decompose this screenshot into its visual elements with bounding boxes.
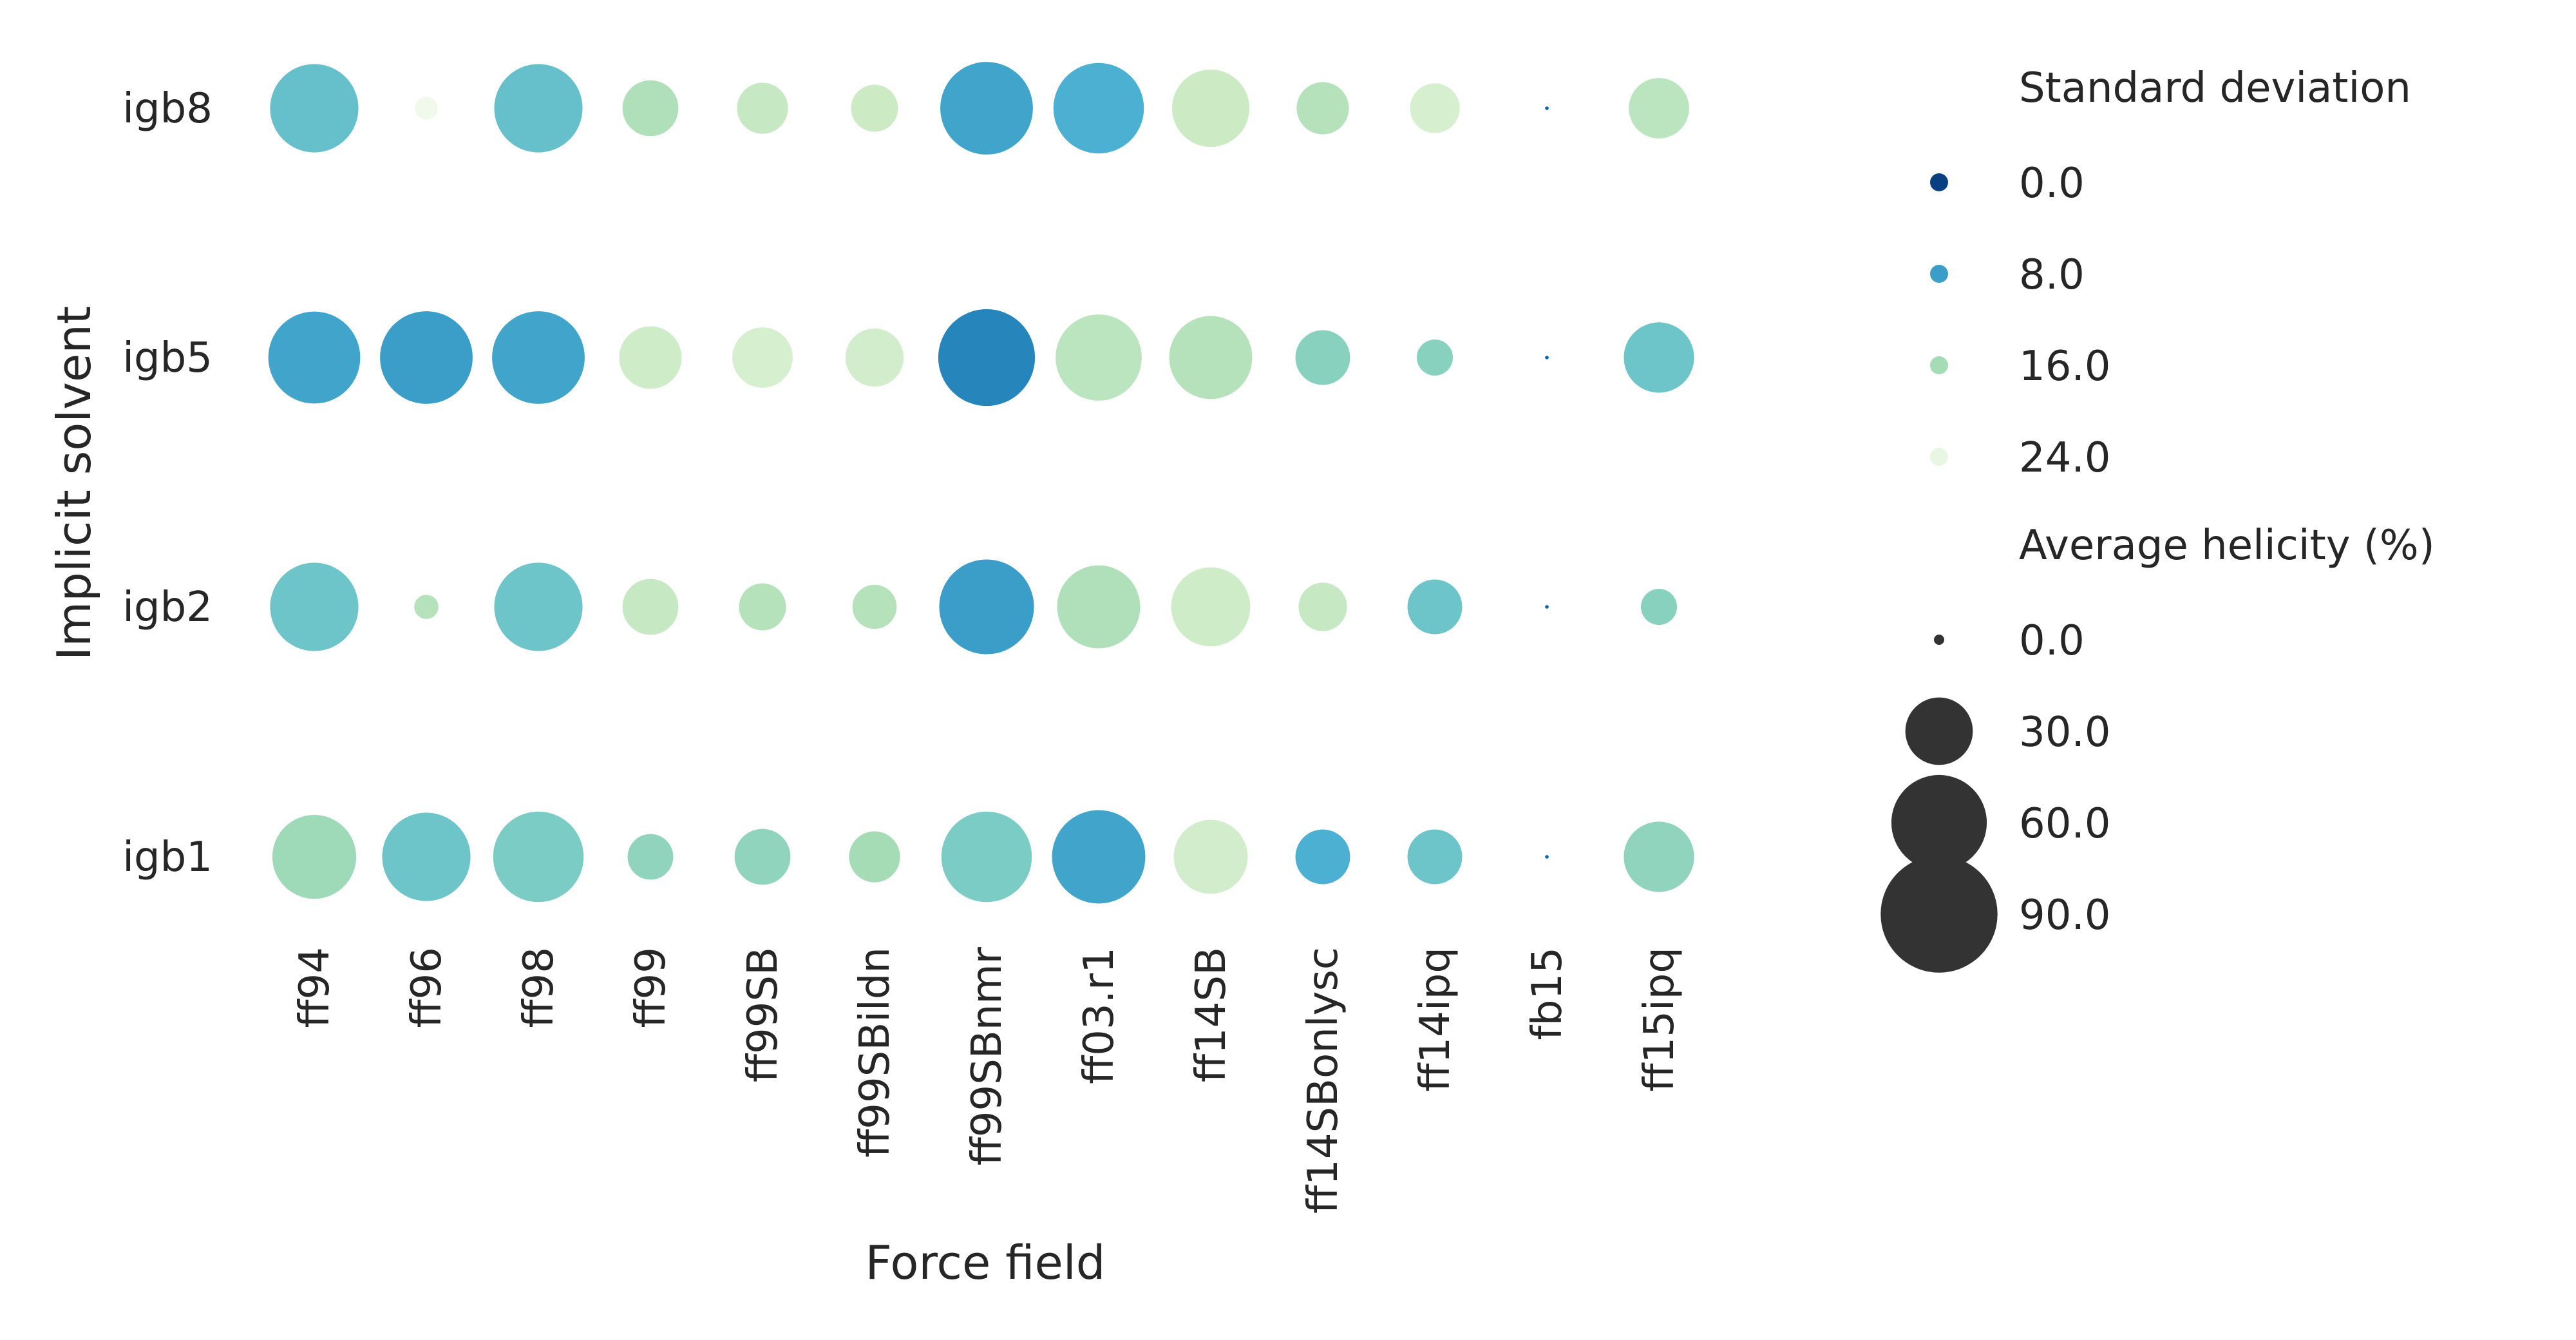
legend-color-marker-8.0 [1930, 265, 1948, 283]
bubble-igb8-ff94 [270, 64, 359, 153]
legend-size-marker-60.0 [1891, 774, 1987, 871]
bubble-igb5-fb15 [1545, 356, 1549, 359]
legend-size-title: Average helicity (%) [2019, 522, 2435, 570]
bubble-igb2-ff03.r1 [1057, 565, 1141, 649]
legend-size-label-0.0: 0.0 [2019, 617, 2085, 665]
x-tick-label-ff14ipq: ff14ipq [1412, 947, 1459, 1092]
x-axis-title: Force field [865, 1236, 1105, 1290]
bubble-igb5-ff98 [492, 311, 585, 404]
legend-size-label-60.0: 60.0 [2019, 800, 2111, 848]
bubble-igb2-ff15ipq [1641, 589, 1677, 625]
bubble-igb1-ff98 [493, 811, 584, 903]
legend-color-marker-24.0 [1930, 448, 1948, 466]
bubble-igb1-ff99SBnmr [941, 811, 1032, 903]
bubble-igb5-ff99SB [732, 327, 793, 388]
legend-color-title: Standard deviation [2019, 64, 2411, 112]
legend-size-entries: 0.0 30.0 60.0 90.0 [1880, 617, 2111, 973]
x-tick-label-ff15ipq: ff15ipq [1636, 947, 1683, 1092]
x-tick-label-ff99SB: ff99SB [739, 947, 787, 1082]
y-tick-label-igb5: igb5 [122, 334, 213, 382]
bubble-igb1-ff96 [382, 812, 471, 901]
plot-area [268, 62, 1694, 904]
y-tick-label-igb1: igb1 [122, 834, 213, 881]
bubble-igb2-ff98 [494, 562, 583, 651]
bubble-igb2-ff96 [414, 595, 439, 619]
x-tick-label-ff14SBonlysc: ff14SBonlysc [1300, 947, 1347, 1214]
y-tick-label-igb2: igb2 [122, 584, 213, 631]
y-tick-label-igb8: igb8 [122, 85, 213, 133]
bubble-igb8-ff14SBonlysc [1296, 82, 1349, 135]
bubble-igb8-ff98 [494, 64, 583, 153]
bubble-igb8-ff99 [622, 80, 679, 137]
bubble-igb2-ff94 [270, 562, 359, 651]
bubble-igb8-fb15 [1545, 106, 1549, 110]
bubble-igb5-ff15ipq [1624, 322, 1694, 393]
x-tick-label-fb15: fb15 [1524, 947, 1571, 1040]
x-tick-label-ff99SBildn: ff99SBildn [851, 947, 899, 1158]
bubble-igb2-ff14SB [1171, 567, 1251, 647]
legend-color-label-8.0: 8.0 [2019, 251, 2085, 299]
legend-color-entries: 0.0 8.0 16.0 24.0 [1930, 160, 2111, 482]
y-axis-title: Implicit solvent [47, 306, 101, 660]
x-tick-label-ff99: ff99 [627, 947, 675, 1028]
bubble-igb1-ff15ipq [1624, 821, 1694, 892]
x-tick-label-ff94: ff94 [291, 947, 339, 1028]
bubble-igb5-ff99 [619, 326, 682, 389]
bubble-igb5-ff96 [380, 311, 473, 404]
bubble-igb8-ff03.r1 [1053, 62, 1144, 154]
bubble-igb8-ff15ipq [1629, 78, 1689, 139]
bubble-igb5-ff99SBildn [845, 328, 904, 387]
legend-color-label-16.0: 16.0 [2019, 343, 2111, 390]
bubble-igb5-ff03.r1 [1056, 314, 1142, 401]
bubble-igb2-ff99 [622, 579, 679, 635]
x-tick-label-ff98: ff98 [515, 947, 563, 1028]
bubble-igb2-fb15 [1545, 605, 1549, 609]
bubble-igb1-ff14SB [1173, 819, 1248, 894]
legend-size-marker-0.0 [1934, 635, 1944, 645]
bubble-igb1-ff99SB [734, 828, 791, 885]
bubble-igb2-ff14SBonlysc [1298, 582, 1347, 631]
legend: Standard deviation Average helicity (%) … [1880, 64, 2435, 973]
legend-size-marker-90.0 [1880, 856, 1998, 973]
bubble-igb1-ff99SBildn [849, 831, 900, 883]
bubble-igb2-ff99SB [739, 583, 786, 631]
bubble-igb2-ff14ipq [1407, 579, 1463, 635]
bubble-igb1-ff14ipq [1407, 829, 1463, 885]
bubble-igb1-ff14SBonlysc [1295, 829, 1350, 885]
bubble-igb5-ff99SBnmr [938, 309, 1036, 407]
bubble-igb1-fb15 [1545, 855, 1549, 859]
bubble-igb5-ff94 [268, 311, 361, 404]
bubble-igb2-ff99SBnmr [939, 559, 1034, 655]
legend-color-marker-0.0 [1930, 173, 1948, 191]
bubble-igb8-ff99SBnmr [940, 62, 1033, 155]
x-tick-label-ff14SB: ff14SB [1188, 947, 1235, 1082]
legend-size-label-90.0: 90.0 [2019, 892, 2111, 939]
bubble-igb5-ff14SB [1169, 316, 1253, 399]
x-tick-label-ff99SBnmr: ff99SBnmr [963, 946, 1011, 1165]
bubble-igb2-ff99SBildn [852, 584, 897, 629]
bubble-igb8-ff99SBildn [851, 84, 898, 132]
bubble-igb8-ff14ipq [1410, 83, 1460, 133]
bubble-igb1-ff03.r1 [1052, 810, 1146, 904]
legend-color-label-0.0: 0.0 [2019, 160, 2085, 207]
bubble-igb5-ff14SBonlysc [1295, 330, 1350, 385]
bubble-igb8-ff96 [415, 97, 438, 120]
legend-size-label-30.0: 30.0 [2019, 709, 2111, 756]
bubble-igb1-ff94 [272, 814, 357, 899]
x-tick-label-ff03.r1: ff03.r1 [1075, 947, 1123, 1084]
bubble-igb8-ff99SB [737, 82, 788, 134]
bubble-igb5-ff14ipq [1417, 340, 1453, 376]
legend-size-marker-30.0 [1905, 697, 1973, 765]
legend-color-label-24.0: 24.0 [2019, 434, 2111, 482]
legend-color-marker-16.0 [1930, 356, 1948, 374]
x-axis-tick-labels: ff94 ff96 ff98 ff99 ff99SB ff99SBildn ff99SBnm… [291, 946, 1683, 1214]
bubble-igb1-ff99 [627, 834, 674, 880]
x-tick-label-ff96: ff96 [403, 947, 451, 1028]
bubble-igb8-ff14SB [1171, 69, 1250, 148]
y-axis-tick-labels: igb8 igb5 igb2 igb1 [122, 85, 213, 881]
